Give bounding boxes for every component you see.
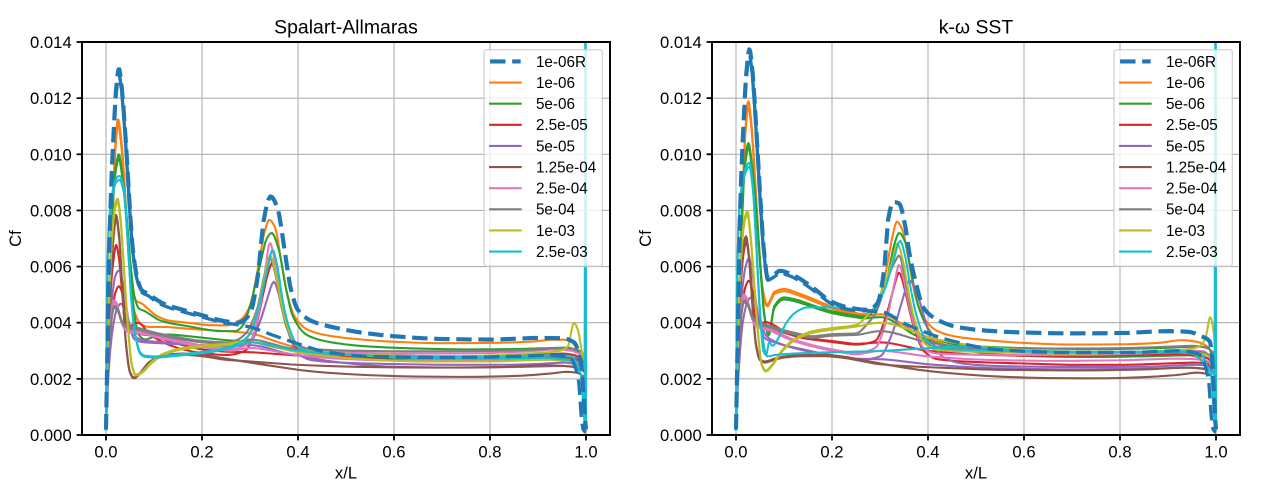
svg-text:0.004: 0.004 <box>660 314 702 333</box>
svg-text:0.8: 0.8 <box>478 442 501 461</box>
svg-text:0.008: 0.008 <box>660 201 702 220</box>
svg-text:Spalart-Allmaras: Spalart-Allmaras <box>274 17 418 39</box>
svg-text:0.006: 0.006 <box>30 258 72 277</box>
svg-text:5e-05: 5e-05 <box>536 138 575 155</box>
svg-text:x/L: x/L <box>965 463 987 482</box>
svg-text:2.5e-05: 2.5e-05 <box>1166 117 1218 134</box>
svg-text:Cf: Cf <box>6 230 25 247</box>
svg-text:0.014: 0.014 <box>660 33 702 52</box>
svg-text:0.008: 0.008 <box>30 201 72 220</box>
svg-text:1.0: 1.0 <box>574 442 597 461</box>
svg-text:0.6: 0.6 <box>1012 442 1035 461</box>
svg-text:0.2: 0.2 <box>820 442 843 461</box>
svg-text:k-ω SST: k-ω SST <box>939 17 1014 39</box>
svg-text:0.4: 0.4 <box>916 442 939 461</box>
svg-text:Cf: Cf <box>636 230 655 247</box>
svg-text:0.010: 0.010 <box>30 145 72 164</box>
svg-text:2.5e-04: 2.5e-04 <box>1166 181 1218 198</box>
svg-text:2.5e-03: 2.5e-03 <box>536 244 588 261</box>
svg-text:1e-06R: 1e-06R <box>536 54 586 71</box>
svg-text:2.5e-05: 2.5e-05 <box>536 117 588 134</box>
svg-text:5e-06: 5e-06 <box>536 96 575 113</box>
svg-text:0.010: 0.010 <box>660 145 702 164</box>
svg-text:x/L: x/L <box>335 463 357 482</box>
svg-text:0.004: 0.004 <box>30 314 72 333</box>
svg-text:5e-06: 5e-06 <box>1166 96 1205 113</box>
svg-text:2.5e-04: 2.5e-04 <box>536 181 588 198</box>
svg-text:5e-05: 5e-05 <box>1166 138 1205 155</box>
svg-text:1e-03: 1e-03 <box>1166 223 1205 240</box>
svg-text:0.012: 0.012 <box>660 89 702 108</box>
svg-text:0.0: 0.0 <box>94 442 117 461</box>
svg-text:0.8: 0.8 <box>1108 442 1131 461</box>
svg-text:2.5e-03: 2.5e-03 <box>1166 244 1218 261</box>
svg-text:0.002: 0.002 <box>30 370 72 389</box>
svg-text:0.6: 0.6 <box>382 442 405 461</box>
svg-text:0.000: 0.000 <box>30 426 72 445</box>
svg-text:1.0: 1.0 <box>1204 442 1227 461</box>
svg-text:0.014: 0.014 <box>30 33 72 52</box>
svg-text:1e-06: 1e-06 <box>536 75 575 92</box>
svg-text:1.25e-04: 1.25e-04 <box>536 159 597 176</box>
svg-text:0.0: 0.0 <box>724 442 747 461</box>
svg-text:5e-04: 5e-04 <box>536 202 576 219</box>
svg-text:0.000: 0.000 <box>660 426 702 445</box>
svg-text:0.4: 0.4 <box>286 442 309 461</box>
svg-text:1e-06: 1e-06 <box>1166 75 1205 92</box>
svg-text:0.002: 0.002 <box>660 370 702 389</box>
svg-text:1e-03: 1e-03 <box>536 223 575 240</box>
svg-text:0.006: 0.006 <box>660 258 702 277</box>
svg-text:0.2: 0.2 <box>190 442 213 461</box>
svg-text:0.012: 0.012 <box>30 89 72 108</box>
svg-text:1e-06R: 1e-06R <box>1166 54 1216 71</box>
svg-text:5e-04: 5e-04 <box>1166 202 1206 219</box>
svg-text:1.25e-04: 1.25e-04 <box>1166 159 1227 176</box>
